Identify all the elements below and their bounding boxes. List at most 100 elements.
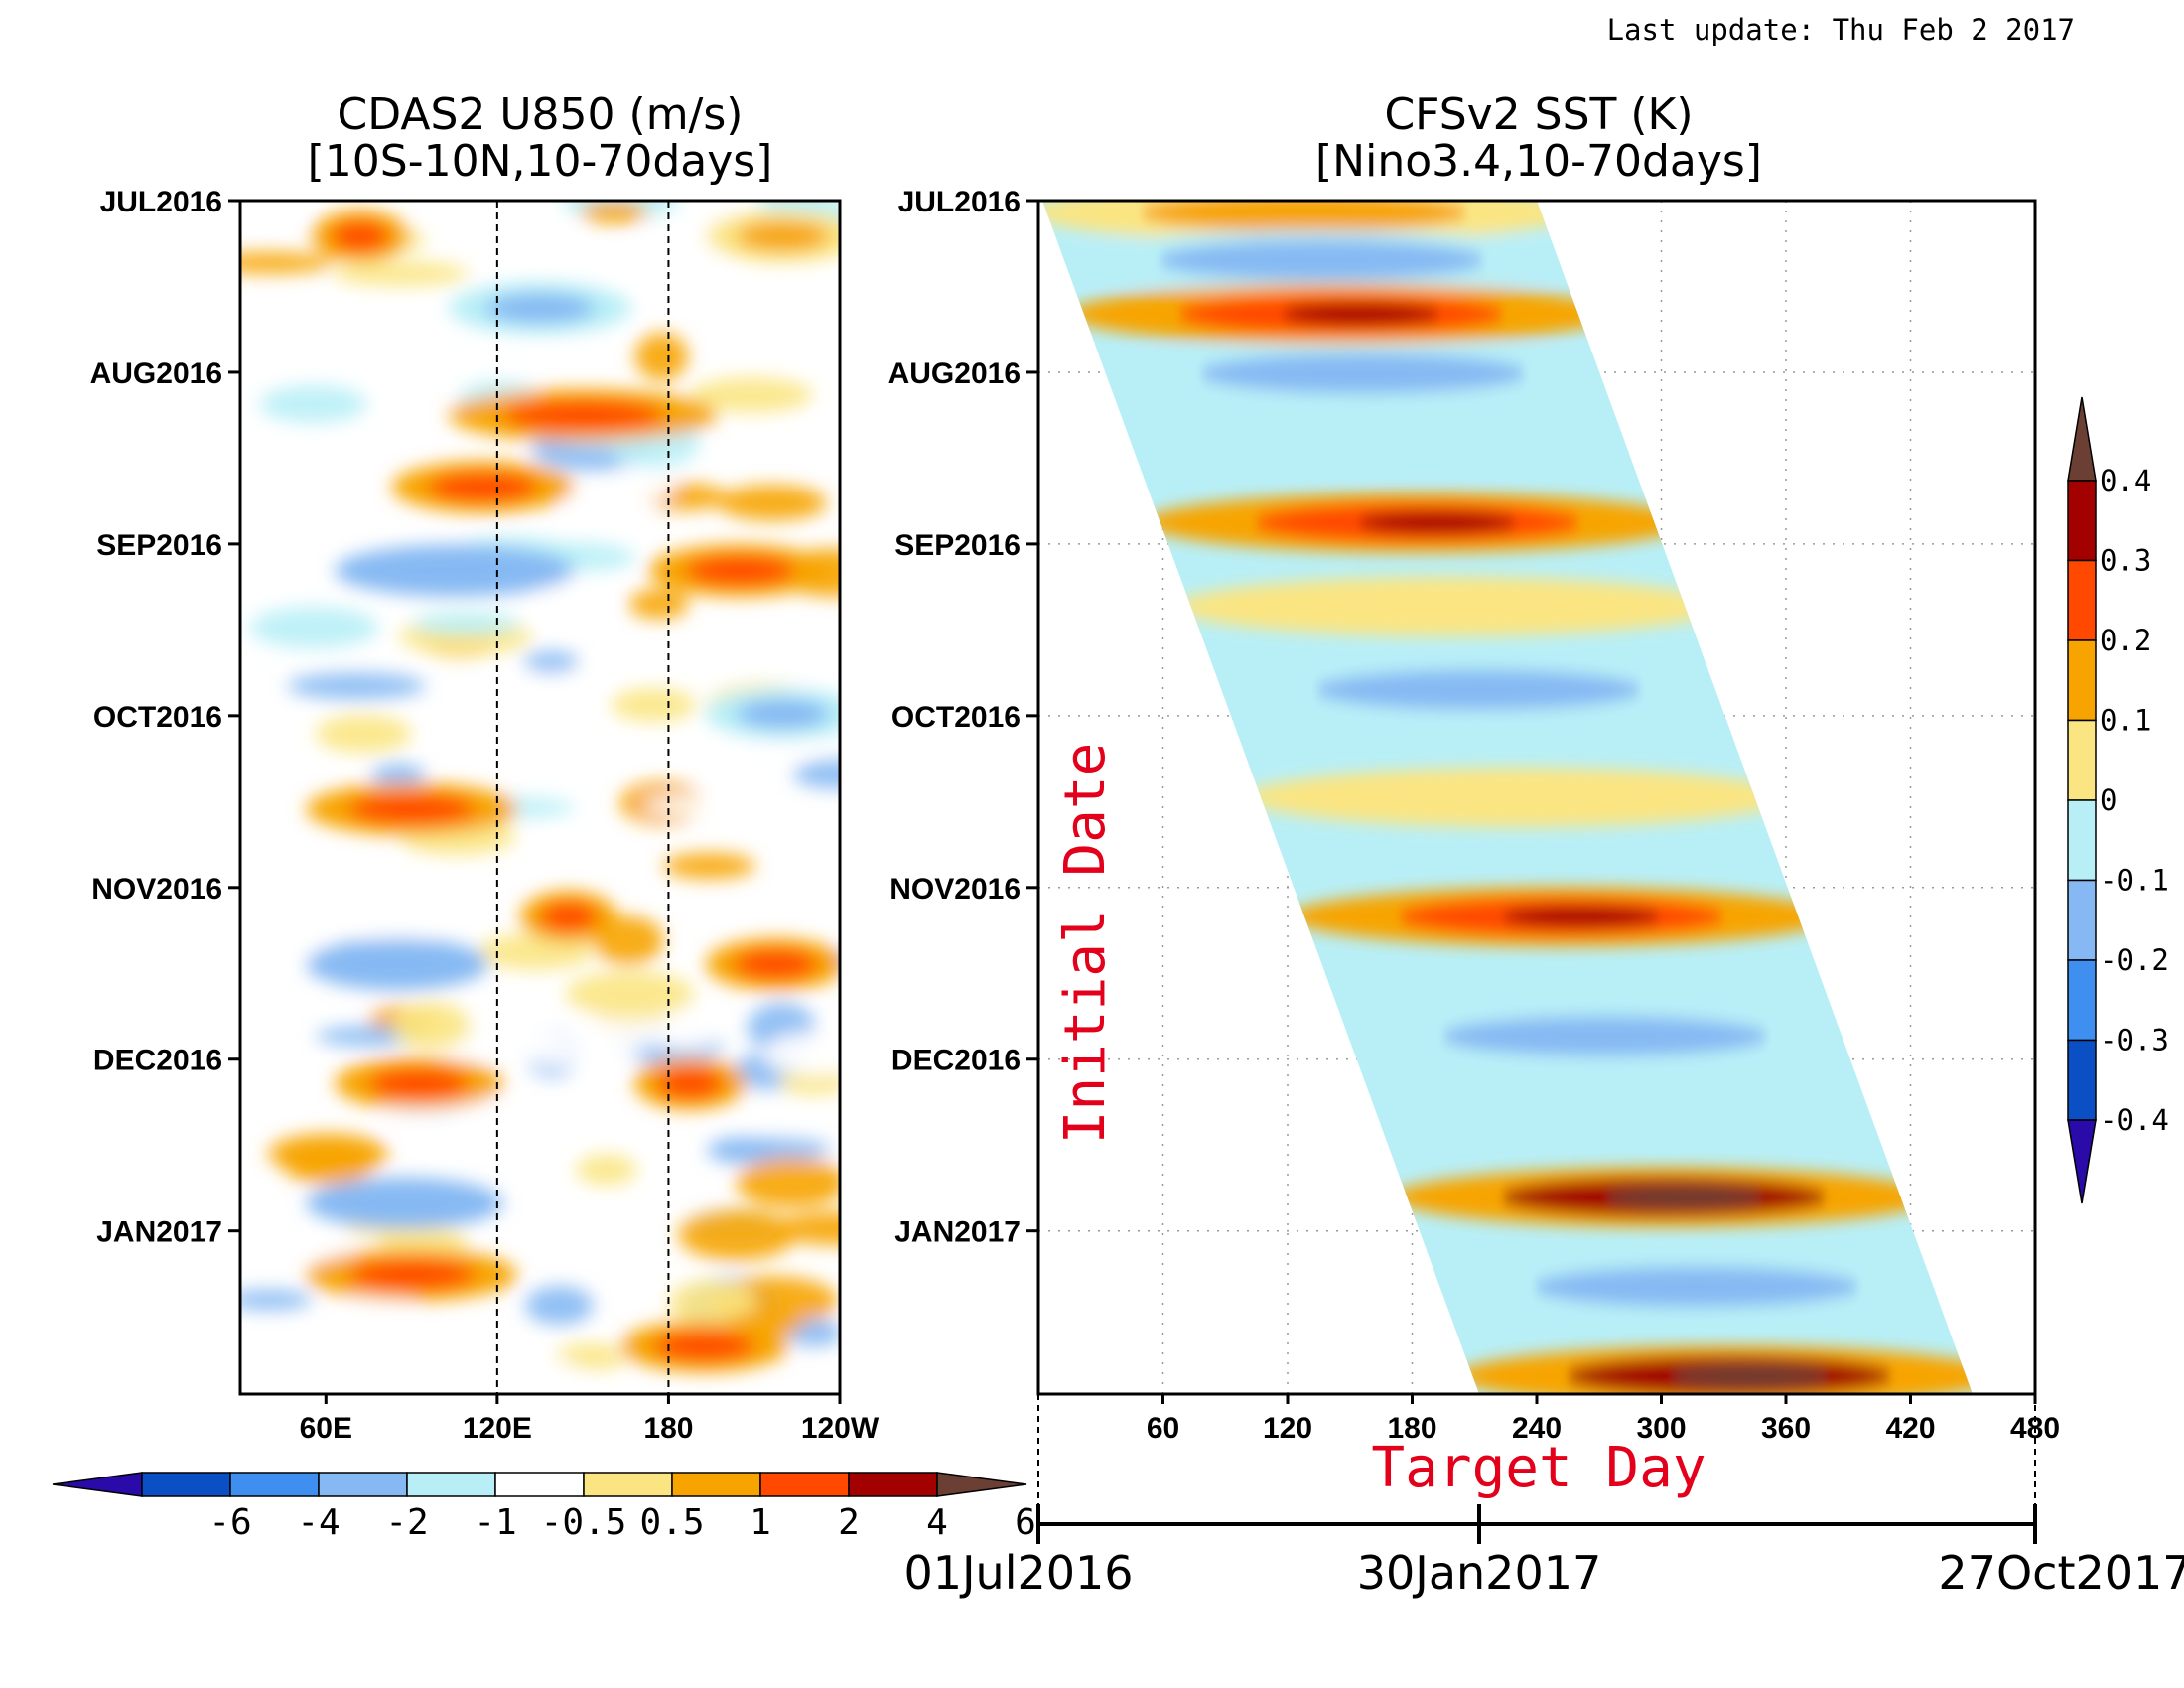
u850-anomaly-core [344,1188,464,1218]
u850-cell [576,1154,637,1186]
u850-colorbar-label: -1 [474,1502,516,1543]
u850-colorbar: -6 -4 -2 -1 -0.5 0.5 1 2 4 6 [52,1472,1036,1543]
sst-title-line1: CFSv2 SST (K) [1384,89,1693,140]
u850-x-axis: 60E 120E 180 120W [300,1394,880,1445]
u850-title-line1: CDAS2 U850 (m/s) [338,89,744,140]
sst-x-tick-label: 180 [1387,1412,1436,1445]
sst-x-tick-label: 360 [1761,1412,1811,1445]
u850-y-tick-label: NOV2016 [91,873,222,906]
sst-colorbar-swatch [2067,879,2097,961]
sst-band-mid [1199,353,1527,394]
u850-cell [662,852,756,879]
u850-cell [412,611,519,635]
u850-anomaly-core [367,1068,470,1099]
u850-anomaly-core [428,472,538,502]
u850-colorbar-swatch [583,1472,673,1497]
u850-cell [792,759,840,789]
u850-cell [642,794,760,816]
u850-y-tick-label: AUG2016 [90,357,222,390]
sst-colorbar-arrow-high [2067,396,2097,482]
u850-cell [537,573,609,623]
u850-cell [616,459,674,504]
u850-cell [639,259,729,298]
sst-y-axis: JUL2016 AUG2016 SEP2016 OCT2016 NOV2016 DEC20… [888,186,1038,1249]
u850-cell [678,1209,796,1261]
u850-anomaly-core [331,221,390,252]
u850-y-tick-label: JUL2016 [100,186,222,218]
u850-anomaly-core [656,1068,724,1099]
u850-cell [634,333,689,381]
sst-date-axis: 01Jul2016 30Jan2017 27Oct2017 [903,1394,2184,1600]
sst-title-line2: [Nino3.4,10-70days] [1315,136,1762,187]
u850-colorbar-swatch [406,1472,496,1497]
u850-reference-lines [495,201,670,1394]
u850-cell [505,220,569,251]
sst-band-mid [1314,669,1642,710]
sst-y-tick-label: AUG2016 [888,357,1021,390]
sst-colorbar-label: 0.4 [2100,464,2151,497]
u850-colorbar-swatch [318,1472,408,1497]
u850-cell [371,763,426,786]
sst-band-mid [1533,1266,1859,1307]
sst-y-tick-label: NOV2016 [889,873,1021,906]
u850-anomaly-core [502,400,664,431]
u850-colorbar-label: -0.5 [541,1502,627,1543]
sst-x-tick-label: 420 [1885,1412,1935,1445]
sst-y-tick-label: SEP2016 [894,529,1021,562]
u850-colorbar-arrow-low [52,1472,143,1497]
sst-colorbar-swatch [2067,559,2097,641]
u850-cell [287,672,426,700]
sst-colorbar-swatch [2067,799,2097,882]
u850-colorbar-label: 0.5 [639,1502,704,1543]
sst-band-core [1282,303,1440,326]
u850-colorbar-swatch [848,1472,938,1497]
u850-colorbar-label: 4 [926,1502,948,1543]
sst-date-label: 01Jul2016 [903,1546,1133,1600]
sst-band-mid [1158,240,1485,281]
sst-band-mid [1441,1016,1768,1056]
sst-colorbar-label: -0.2 [2100,943,2169,977]
u850-plot-frame [238,199,842,1396]
u850-cell [243,201,302,219]
u850-cell [392,1002,472,1050]
sst-blobs [1042,201,1973,1394]
sst-colorbar-swatch [2067,719,2097,801]
sst-band-core [1670,1364,1829,1387]
sst-colorbar: 0.4 0.3 0.2 0.1 0 -0.1 -0.2 -0.3 -0.4 [2067,396,2169,1204]
sst-colorbar-swatch [2067,480,2097,562]
u850-colorbar-label: -2 [385,1502,428,1543]
u850-cell [240,252,334,274]
u850-cell [523,650,580,674]
u850-anomaly-core [685,555,795,586]
sst-x-tick-label: 300 [1636,1412,1686,1445]
u850-anomaly-core [347,794,476,825]
u850-cell [259,385,367,423]
u850-anomaly-core [734,949,818,980]
u850-anomaly-core [539,902,599,932]
u850-cell [524,1285,594,1326]
u850-anomaly-core [736,221,829,252]
sst-y-tick-label: OCT2016 [891,701,1021,734]
u850-anomaly-core [736,698,829,729]
u850-cell [762,1031,840,1076]
u850-y-tick-label: SEP2016 [96,529,222,562]
u850-cell [281,1138,376,1185]
u850-cell [478,933,594,970]
u850-cell [658,1028,718,1051]
sst-colorbar-label: -0.1 [2100,864,2169,898]
u850-cell [565,970,695,1018]
u850-cell [332,261,469,286]
sst-colorbar-label: -0.4 [2100,1103,2169,1137]
u850-colorbar-label: 2 [838,1502,860,1543]
u850-anomaly-core [484,293,596,324]
sst-band-mid [1223,419,1551,460]
u850-cell [581,201,648,224]
u850-cell [707,1137,777,1164]
u850-anomaly-core [342,949,453,980]
u850-cell [315,714,412,753]
u850-anomaly-core [347,1259,476,1290]
u850-colorbar-swatch [141,1472,231,1497]
u850-field [240,201,840,1394]
sst-band-core [1502,906,1661,928]
u850-cell [554,1342,628,1370]
